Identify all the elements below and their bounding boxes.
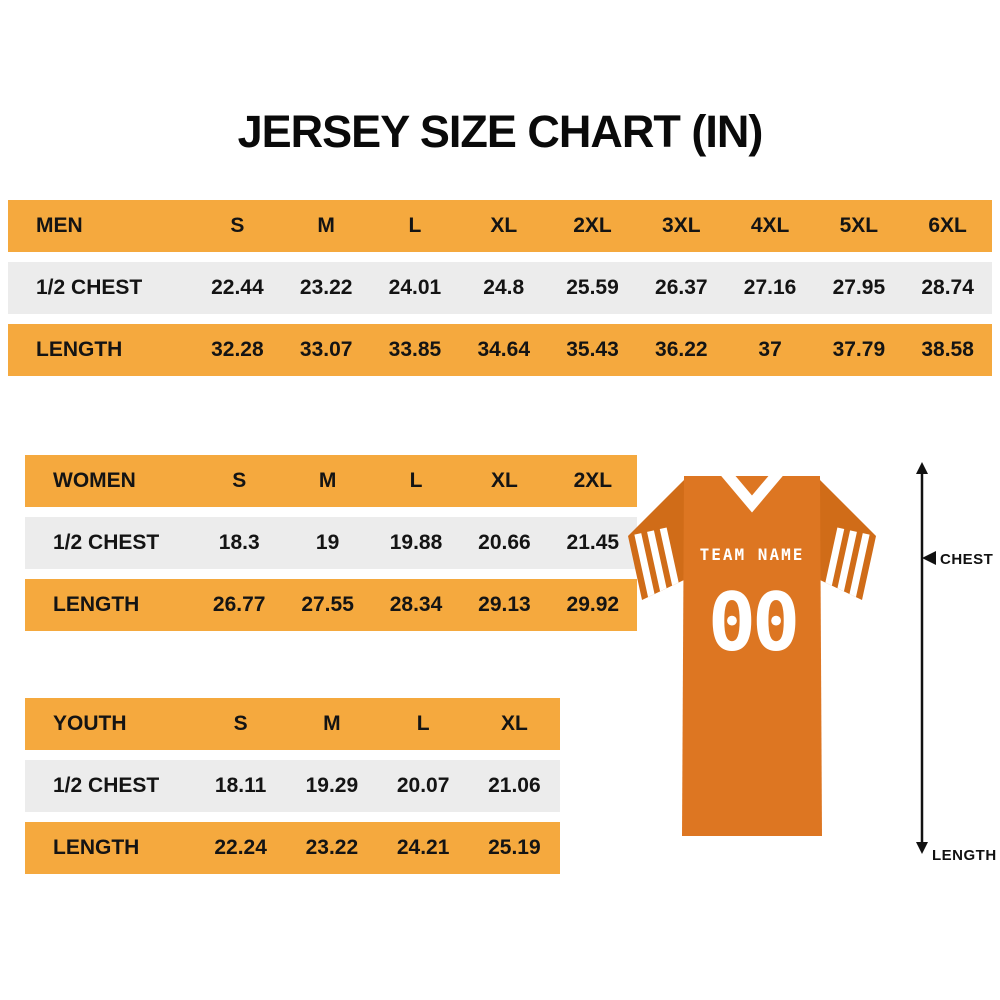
size-value-cell: 32.28 (211, 338, 264, 361)
men-row-1-2-chest: 1/2 CHEST 22.44 23.22 24.01 24.8 25.59 26.37 27… (8, 262, 992, 314)
size-value-cell: 28.34 (389, 593, 443, 616)
size-value-cell: 27.16 (743, 276, 797, 299)
youth-size-table: YOUTH S M L XL 1/2 CHEST 18.11 19.29 20.07 21.06 L… (25, 698, 560, 884)
size-header-cell: S (233, 712, 248, 735)
size-header-cell: XL (500, 712, 528, 735)
size-value-cell: 24.01 (388, 276, 442, 299)
table-title-cell: YOUTH (53, 712, 127, 735)
women-row-1-2-chest: 1/2 CHEST 18.3 19 19.88 20.66 21.45 (25, 517, 637, 569)
size-value-cell: 28.74 (921, 276, 974, 299)
size-value-cell: 26.77 (212, 593, 266, 616)
size-value-cell: 18.3 (218, 531, 260, 554)
youth-row-1-2-chest: 1/2 CHEST 18.11 19.29 20.07 21.06 (25, 760, 560, 812)
length-label: LENGTH (932, 847, 997, 864)
size-value-cell: 22.24 (214, 836, 267, 859)
men-size-table: MEN S M L XL 2XL 3XL 4XL 5XL 6XL 1/2 CHEST 22.44 23.… (8, 200, 992, 386)
size-value-cell: 33.85 (388, 338, 442, 361)
size-header-cell: 3XL (662, 214, 701, 237)
size-value-cell: 34.64 (477, 338, 531, 361)
size-value-cell: 27.55 (301, 593, 354, 616)
men-header-row: MEN S M L XL 2XL 3XL 4XL 5XL 6XL (8, 200, 992, 252)
right-sleeve-stripes (823, 527, 870, 599)
chest-label: CHEST (940, 551, 993, 568)
jersey-svg: TEAM NAME 00 CHEST LENGTH (628, 462, 997, 864)
left-sleeve-stripes (634, 527, 681, 599)
row-label: LENGTH (53, 593, 140, 616)
size-value-cell: 24.21 (396, 836, 450, 859)
size-header-cell: 6XL (928, 214, 967, 237)
size-header-cell: 2XL (573, 469, 613, 492)
row-label: LENGTH (36, 338, 123, 361)
women-size-table: WOMEN S M L XL 2XL 1/2 CHEST 18.3 19 19.88 20.66 21… (25, 455, 637, 641)
jersey-team-name: TEAM NAME (700, 545, 805, 564)
row-label: 1/2 CHEST (53, 531, 160, 554)
size-value-cell: 21.45 (566, 531, 620, 554)
size-header-cell: M (323, 712, 341, 735)
size-value-cell: 23.22 (305, 836, 359, 859)
jersey-body (682, 476, 822, 836)
size-value-cell: 19.29 (305, 774, 359, 797)
size-value-cell: 20.07 (396, 774, 450, 797)
row-label: 1/2 CHEST (36, 276, 143, 299)
size-header-cell: 2XL (573, 214, 612, 237)
men-row-length: LENGTH 32.28 33.07 33.85 34.64 35.43 36.22 37 37… (8, 324, 992, 376)
size-value-cell: 29.92 (566, 593, 620, 616)
size-value-cell: 18.11 (214, 774, 267, 797)
size-header-cell: S (232, 469, 247, 492)
table-title-cell: WOMEN (53, 469, 136, 492)
row-label: 1/2 CHEST (53, 774, 160, 797)
women-row-length: LENGTH 26.77 27.55 28.34 29.13 29.92 (25, 579, 637, 631)
size-value-cell: 37 (758, 338, 782, 361)
size-value-cell: 20.66 (478, 531, 531, 554)
size-value-cell: 25.19 (488, 836, 541, 859)
size-value-cell: 23.22 (299, 276, 353, 299)
youth-row-length: LENGTH 22.24 23.22 24.21 25.19 (25, 822, 560, 874)
youth-header-row: YOUTH S M L XL (25, 698, 560, 750)
table-title-cell: MEN (36, 214, 83, 237)
size-value-cell: 36.22 (655, 338, 708, 361)
size-header-cell: L (408, 214, 422, 237)
size-value-cell: 21.06 (488, 774, 541, 797)
size-header-cell: M (317, 214, 335, 237)
size-header-cell: M (318, 469, 337, 492)
size-header-cell: XL (490, 214, 518, 237)
size-value-cell: 33.07 (299, 338, 353, 361)
jersey-number: 00 (708, 576, 796, 669)
length-arrow-bottom-icon (916, 842, 928, 854)
size-header-cell: L (409, 469, 423, 492)
size-value-cell: 35.43 (566, 338, 619, 361)
size-value-cell: 37.79 (832, 338, 886, 361)
length-arrow-top-icon (916, 462, 928, 474)
size-value-cell: 19 (315, 531, 340, 554)
women-header-row: WOMEN S M L XL 2XL (25, 455, 637, 507)
chest-arrow-icon (922, 551, 936, 565)
size-header-cell: 5XL (839, 214, 879, 237)
size-value-cell: 25.59 (566, 276, 619, 299)
page-title: JERSEY SIZE CHART (IN) (237, 106, 764, 157)
jersey-collar (720, 468, 784, 513)
size-header-cell: S (230, 214, 245, 237)
size-header-cell: XL (491, 469, 518, 492)
size-value-cell: 24.8 (483, 276, 525, 299)
size-header-cell: L (416, 712, 430, 735)
size-value-cell: 19.88 (389, 531, 443, 554)
size-header-cell: 4XL (750, 214, 790, 237)
size-value-cell: 26.37 (655, 276, 708, 299)
size-value-cell: 27.95 (832, 276, 886, 299)
size-value-cell: 38.58 (921, 338, 974, 361)
size-value-cell: 22.44 (211, 276, 264, 299)
jersey-illustration: TEAM NAME 00 CHEST LENGTH (622, 458, 1000, 868)
size-value-cell: 29.13 (478, 593, 531, 616)
row-label: LENGTH (53, 836, 140, 859)
